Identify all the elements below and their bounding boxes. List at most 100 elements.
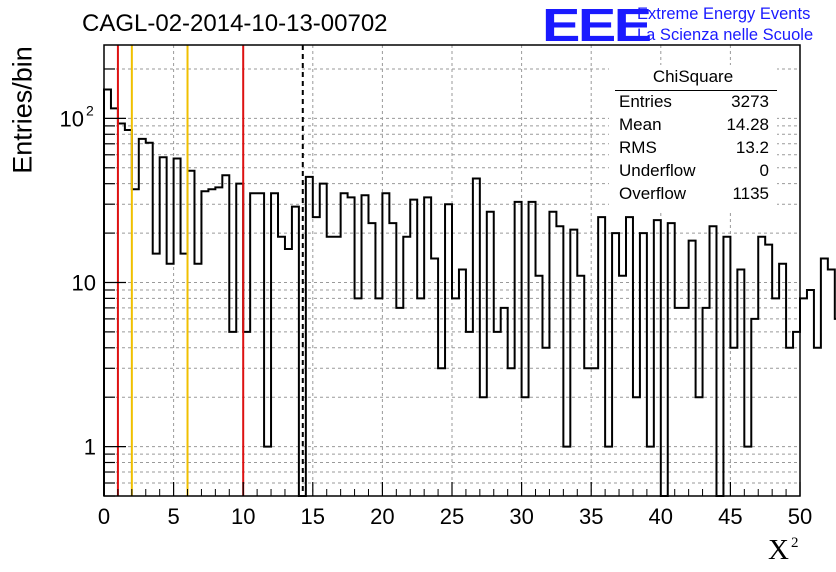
histogram-bin xyxy=(612,233,619,496)
y-tick-label: 1 xyxy=(84,435,96,460)
logo-caption: Extreme Energy Events La Scienza nelle S… xyxy=(637,4,813,46)
logo-line-1: Extreme Energy Events xyxy=(637,5,811,23)
y-axis-label-box: Entries/bin xyxy=(7,40,39,180)
y-axis-label: Entries/bin xyxy=(7,46,38,174)
histogram-bin xyxy=(236,184,243,496)
histogram-bin xyxy=(584,368,591,496)
histogram-bin xyxy=(438,368,445,496)
histogram-bin xyxy=(424,197,431,496)
stats-label: RMS xyxy=(619,138,657,157)
histogram-bin xyxy=(633,397,640,496)
x-tick-label: 35 xyxy=(579,504,603,529)
histogram-bin xyxy=(139,139,146,496)
histogram-bin xyxy=(556,226,563,496)
eee-logo: EEE xyxy=(542,0,652,51)
x-tick-label: 10 xyxy=(231,504,255,529)
histogram-bin xyxy=(522,397,529,496)
histogram-bin xyxy=(751,319,758,496)
histogram-bin xyxy=(605,447,612,496)
histogram-bin xyxy=(563,447,570,496)
histogram-bin xyxy=(208,189,215,496)
histogram-bin xyxy=(591,368,598,496)
histogram-bin xyxy=(487,212,494,496)
x-axis-label-base: X xyxy=(768,534,789,566)
histogram-bin xyxy=(125,130,132,496)
histogram-bin xyxy=(111,108,118,496)
stats-divider xyxy=(615,90,777,91)
histogram-bin xyxy=(598,217,605,496)
histogram-bin xyxy=(452,298,459,496)
histogram-bin xyxy=(640,233,647,496)
x-tick-label: 0 xyxy=(98,504,110,529)
histogram-bin xyxy=(292,207,299,496)
histogram-bin xyxy=(104,89,111,496)
histogram-bin xyxy=(160,157,167,496)
histogram-bin xyxy=(473,179,480,496)
x-tick-label: 40 xyxy=(649,504,673,529)
histogram-series xyxy=(103,88,836,497)
histogram-bin xyxy=(382,193,389,496)
histogram-bin xyxy=(188,171,195,496)
histogram-outline xyxy=(103,88,836,497)
histogram-bin xyxy=(689,241,696,496)
histogram-bin xyxy=(320,184,327,496)
histogram-bin xyxy=(201,191,208,496)
stats-row: Underflow 0 xyxy=(619,161,769,184)
histogram-bin xyxy=(250,193,257,496)
logo-line-2: La Scienza nelle Scuole xyxy=(637,26,814,44)
histogram-bin xyxy=(723,237,730,496)
histogram-bin xyxy=(403,237,410,496)
stats-row: RMS 13.2 xyxy=(619,138,769,161)
x-tick-label: 20 xyxy=(370,504,394,529)
x-tick-label: 5 xyxy=(167,504,179,529)
stats-label: Mean xyxy=(619,115,662,134)
histogram-bin xyxy=(362,195,369,496)
histogram-bin xyxy=(153,254,160,496)
histogram-bin xyxy=(570,230,577,496)
histogram-bin xyxy=(737,269,744,496)
histogram-bin xyxy=(758,237,765,496)
histogram-bin xyxy=(341,193,348,496)
stats-value: 0 xyxy=(759,161,769,180)
histogram-bin xyxy=(710,226,717,496)
histogram-bin xyxy=(501,308,508,496)
histogram-bin xyxy=(445,204,452,496)
histogram-bin xyxy=(703,308,710,496)
histogram-bin xyxy=(229,332,236,496)
histogram-bin xyxy=(765,245,772,496)
y-tick-label: 10 xyxy=(72,270,96,295)
x-tick-label: 50 xyxy=(788,504,812,529)
stats-label: Entries xyxy=(619,92,672,111)
histogram-bin xyxy=(167,264,174,496)
histogram-bin xyxy=(334,237,341,496)
chart-title: CAGL-02-2014-10-13-00702 xyxy=(82,10,388,37)
histogram-bin xyxy=(577,276,584,496)
histogram-bin xyxy=(779,264,786,496)
histogram-bin xyxy=(668,223,675,496)
x-tick-label: 15 xyxy=(301,504,325,529)
histogram-bin xyxy=(696,397,703,496)
stats-value: 14.28 xyxy=(726,115,769,134)
histogram-bin xyxy=(146,143,153,496)
histogram-bin xyxy=(313,217,320,496)
x-axis-label-exponent: 2 xyxy=(790,535,799,551)
stats-header: ChiSquare xyxy=(652,67,734,86)
histogram-bin xyxy=(257,193,264,496)
histogram-bin xyxy=(417,298,424,496)
histogram-bin xyxy=(278,237,285,496)
histogram-bin xyxy=(682,308,689,496)
histogram-bin xyxy=(772,298,779,496)
histogram-bin xyxy=(327,237,334,496)
histogram-bin xyxy=(215,187,222,496)
histogram-bin xyxy=(118,124,125,496)
histogram-bin xyxy=(368,223,375,496)
y-tick-exponent: 2 xyxy=(86,102,94,118)
x-tick-label: 30 xyxy=(509,504,533,529)
histogram-bin xyxy=(431,259,438,496)
x-tick-label: 45 xyxy=(718,504,742,529)
histogram-bin xyxy=(675,308,682,496)
axis-ticks xyxy=(103,68,801,497)
histogram-bin xyxy=(536,276,543,496)
